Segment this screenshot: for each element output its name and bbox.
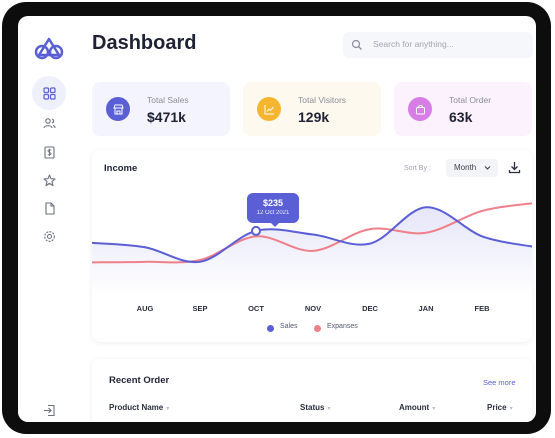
sidebar-item-documents[interactable] xyxy=(32,191,66,225)
stat-icon-wrap xyxy=(408,97,432,121)
legend-label-expanses: Expanses xyxy=(327,323,358,330)
sort-icon: ▾ xyxy=(327,406,331,412)
page-title: Dashboard xyxy=(92,32,197,54)
stat-label: Total Order xyxy=(449,95,492,105)
column-label: Price xyxy=(487,403,507,412)
stat-value: $471k xyxy=(147,109,186,125)
sidebar xyxy=(18,16,80,422)
sort-label: Sort By : xyxy=(404,165,431,172)
logout-icon xyxy=(43,404,55,416)
chart-tooltip: $235 12 Oct 2021 xyxy=(247,193,299,223)
income-chart xyxy=(92,202,532,295)
chart-icon xyxy=(264,104,274,114)
star-icon xyxy=(42,173,56,186)
sort-icon: ▾ xyxy=(432,406,436,412)
series-line-expanses xyxy=(92,202,532,264)
income-title: Income xyxy=(104,163,138,174)
stat-card-sales[interactable]: Total Sales $471k xyxy=(92,82,230,136)
recent-order-panel: Recent Order See more Product Name ▾ Stat… xyxy=(92,359,532,422)
x-tick-label: SEP xyxy=(192,304,208,313)
sidebar-item-users[interactable] xyxy=(32,106,66,140)
stat-icon-wrap xyxy=(257,97,281,121)
gear-icon xyxy=(43,230,55,242)
dollar-doc-icon xyxy=(43,145,55,159)
sort-value: Month xyxy=(454,163,477,172)
column-label: Product Name xyxy=(109,403,164,412)
bag-icon xyxy=(415,104,425,114)
hover-point[interactable] xyxy=(251,225,261,236)
users-icon xyxy=(42,117,56,128)
search-bar[interactable]: Search for anything... xyxy=(343,32,533,58)
sidebar-item-favorites[interactable] xyxy=(32,163,66,197)
sort-select[interactable]: Month xyxy=(446,159,498,177)
tooltip-arrow xyxy=(270,222,280,227)
tooltip-value: $235 xyxy=(262,198,284,208)
search-icon xyxy=(351,39,362,50)
income-panel: Income Sort By : Month $235 12 Oct 2021 … xyxy=(92,150,532,342)
stat-label: Total Visitors xyxy=(298,95,347,105)
chevron-down-icon xyxy=(484,166,491,170)
device-frame: Dashboard Search for anything... Total S… xyxy=(2,2,551,434)
sort-icon: ▾ xyxy=(166,406,170,412)
column-header-amount[interactable]: Amount ▾ xyxy=(399,403,435,412)
brand-logo-icon xyxy=(34,37,64,60)
download-icon[interactable] xyxy=(508,161,521,174)
legend-label-sales: Sales xyxy=(280,323,298,330)
x-tick-label: OCT xyxy=(248,304,264,313)
stat-label: Total Sales xyxy=(147,95,189,105)
store-icon xyxy=(112,104,124,114)
grid-icon xyxy=(42,86,56,100)
tooltip-date: 12 Oct 2021 xyxy=(256,210,290,216)
app-screen: Dashboard Search for anything... Total S… xyxy=(18,16,536,422)
column-label: Status xyxy=(300,403,325,412)
column-header-product[interactable]: Product Name ▾ xyxy=(109,403,169,412)
sidebar-item-finance[interactable] xyxy=(32,135,66,169)
x-tick-label: FEB xyxy=(474,304,490,313)
column-header-status[interactable]: Status ▾ xyxy=(300,403,330,412)
sidebar-item-dashboard[interactable] xyxy=(32,76,66,110)
x-tick-label: AUG xyxy=(136,304,154,313)
logout-button[interactable] xyxy=(32,393,66,422)
x-tick-label: DEC xyxy=(362,304,378,313)
x-tick-label: NOV xyxy=(304,304,322,313)
see-more-link[interactable]: See more xyxy=(483,378,516,387)
stat-icon-wrap xyxy=(106,97,130,121)
x-tick-label: JAN xyxy=(418,304,434,313)
sidebar-item-settings[interactable] xyxy=(32,219,66,253)
column-label: Amount xyxy=(399,403,430,412)
stat-card-orders[interactable]: Total Order 63k xyxy=(394,82,532,136)
stat-value: 63k xyxy=(449,109,473,125)
recent-order-title: Recent Order xyxy=(109,375,170,386)
legend-dot-expanses xyxy=(314,325,321,332)
sort-icon: ▾ xyxy=(509,406,513,412)
series-line-sales xyxy=(92,206,532,264)
stat-card-visitors[interactable]: Total Visitors 129k xyxy=(243,82,381,136)
stat-value: 129k xyxy=(298,109,330,125)
column-header-price[interactable]: Price ▾ xyxy=(487,403,513,412)
search-input[interactable]: Search for anything... xyxy=(373,39,454,49)
legend-dot-sales xyxy=(267,325,274,332)
file-icon xyxy=(44,201,55,215)
